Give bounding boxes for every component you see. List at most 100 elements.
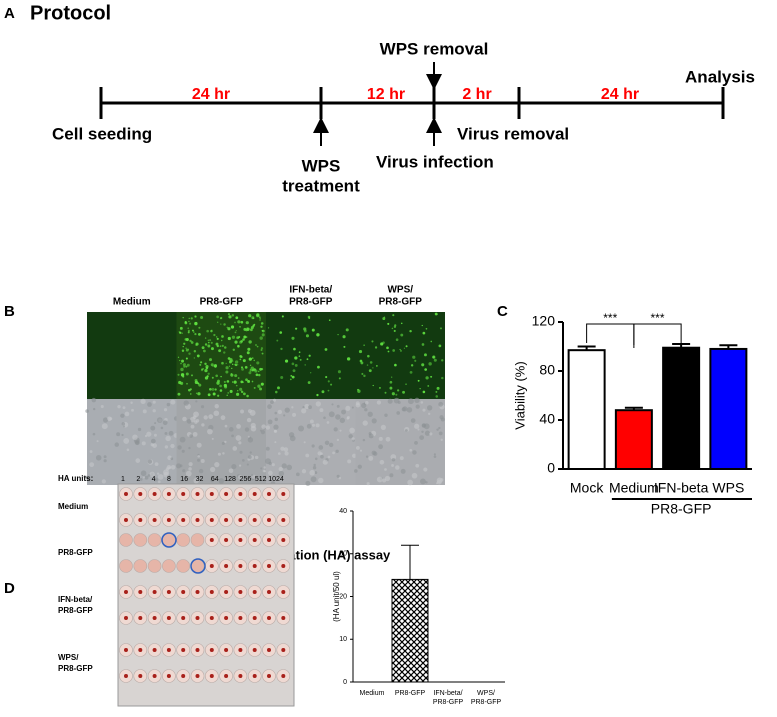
cell-texture <box>152 443 157 448</box>
cell-texture <box>224 440 227 444</box>
cell-texture <box>384 413 388 417</box>
gfp-spot <box>414 359 417 362</box>
cell-texture <box>425 481 428 484</box>
gfp-spot <box>220 323 222 325</box>
gfp-spot <box>204 337 207 339</box>
cell-texture <box>385 436 391 442</box>
gfp-spot <box>387 350 390 353</box>
gfp-spot <box>260 348 263 352</box>
cell-texture <box>283 447 289 452</box>
cell-texture <box>327 455 331 459</box>
cell-texture <box>260 467 263 470</box>
cell-texture <box>91 397 97 403</box>
cell-texture <box>231 464 237 470</box>
cell-texture <box>166 402 171 407</box>
cell-texture <box>274 441 277 444</box>
cell-texture <box>228 468 234 474</box>
cell-texture <box>301 469 307 474</box>
rbc-button <box>152 590 157 594</box>
rbc-button <box>195 492 200 496</box>
gfp-spot <box>244 365 248 369</box>
cell-texture <box>261 424 266 429</box>
gfp-spot <box>247 347 251 351</box>
gfp-spot <box>188 320 190 323</box>
cell-texture <box>179 436 186 443</box>
rbc-button <box>267 590 271 594</box>
cell-texture <box>419 435 425 440</box>
cell-texture <box>231 434 234 438</box>
cell-texture <box>120 413 125 418</box>
rbc-button <box>138 674 143 678</box>
gfp-spot <box>198 383 202 387</box>
bar <box>391 578 429 683</box>
gfp-spot <box>227 313 230 316</box>
rbc-button <box>267 616 271 620</box>
gfp-spot <box>281 315 284 318</box>
rbc-button <box>138 492 143 496</box>
gfp-spot <box>240 390 244 394</box>
cell-texture <box>433 453 436 456</box>
gfp-spot <box>181 359 185 363</box>
cell-texture <box>277 452 281 455</box>
cell-texture <box>303 441 306 444</box>
gfp-spot <box>214 388 217 391</box>
y-tick-label: 120 <box>532 313 556 329</box>
gfp-spot <box>382 341 385 344</box>
cell-texture <box>267 470 273 476</box>
cell-texture <box>313 463 316 467</box>
gfp-spot <box>234 331 237 334</box>
gfp-spot <box>401 322 403 325</box>
gfp-spot <box>439 327 443 330</box>
gfp-spot <box>358 349 363 354</box>
gfp-spot <box>212 392 216 396</box>
gfp-spot <box>361 372 364 375</box>
cell-texture <box>309 469 316 476</box>
cell-texture <box>305 453 310 458</box>
y-tick-label: 0 <box>343 679 347 686</box>
cell-texture <box>102 417 109 423</box>
cell-texture <box>157 474 164 480</box>
gfp-spot <box>253 359 256 362</box>
cell-texture <box>89 462 95 468</box>
gfp-spot <box>193 349 197 353</box>
cell-texture <box>366 482 370 486</box>
cell-texture <box>170 443 175 449</box>
bar <box>662 346 701 471</box>
rbc-button <box>267 538 271 542</box>
gfp-spot <box>188 352 191 355</box>
y-tick-label: 80 <box>539 362 555 378</box>
gfp-spot <box>435 390 438 393</box>
gfp-spot <box>179 331 182 334</box>
gfp-spot <box>394 363 397 367</box>
gfp-spot <box>236 392 240 396</box>
rbc-button <box>138 590 143 594</box>
cell-texture <box>376 400 382 405</box>
rbc-button <box>224 648 229 652</box>
gfp-spot <box>382 317 386 321</box>
gfp-spot <box>234 321 236 324</box>
cell-texture <box>308 405 312 410</box>
gfp-spot <box>372 384 374 387</box>
gfp-spot <box>306 358 309 361</box>
marked-well <box>161 532 177 548</box>
gfp-spot <box>227 336 231 341</box>
gfp-spot <box>425 376 429 380</box>
cell-texture <box>144 475 149 480</box>
cell-texture <box>429 432 433 436</box>
gfp-spot <box>227 357 231 360</box>
event-label: Analysis <box>685 67 755 86</box>
cell-texture <box>246 417 252 423</box>
cell-texture <box>154 462 159 467</box>
rbc-button <box>224 518 229 522</box>
gfp-spot <box>225 366 229 370</box>
gfp-spot <box>198 326 201 329</box>
gfp-spot <box>225 370 229 374</box>
gfp-spot <box>230 373 233 375</box>
cell-texture <box>335 414 341 420</box>
rbc-button <box>281 648 286 652</box>
protocol-title: Protocol <box>30 2 111 24</box>
cell-texture <box>422 408 426 412</box>
units-label: HA units: <box>58 474 93 483</box>
gfp-spot <box>185 357 188 360</box>
event-label: Virus removal <box>457 124 569 143</box>
